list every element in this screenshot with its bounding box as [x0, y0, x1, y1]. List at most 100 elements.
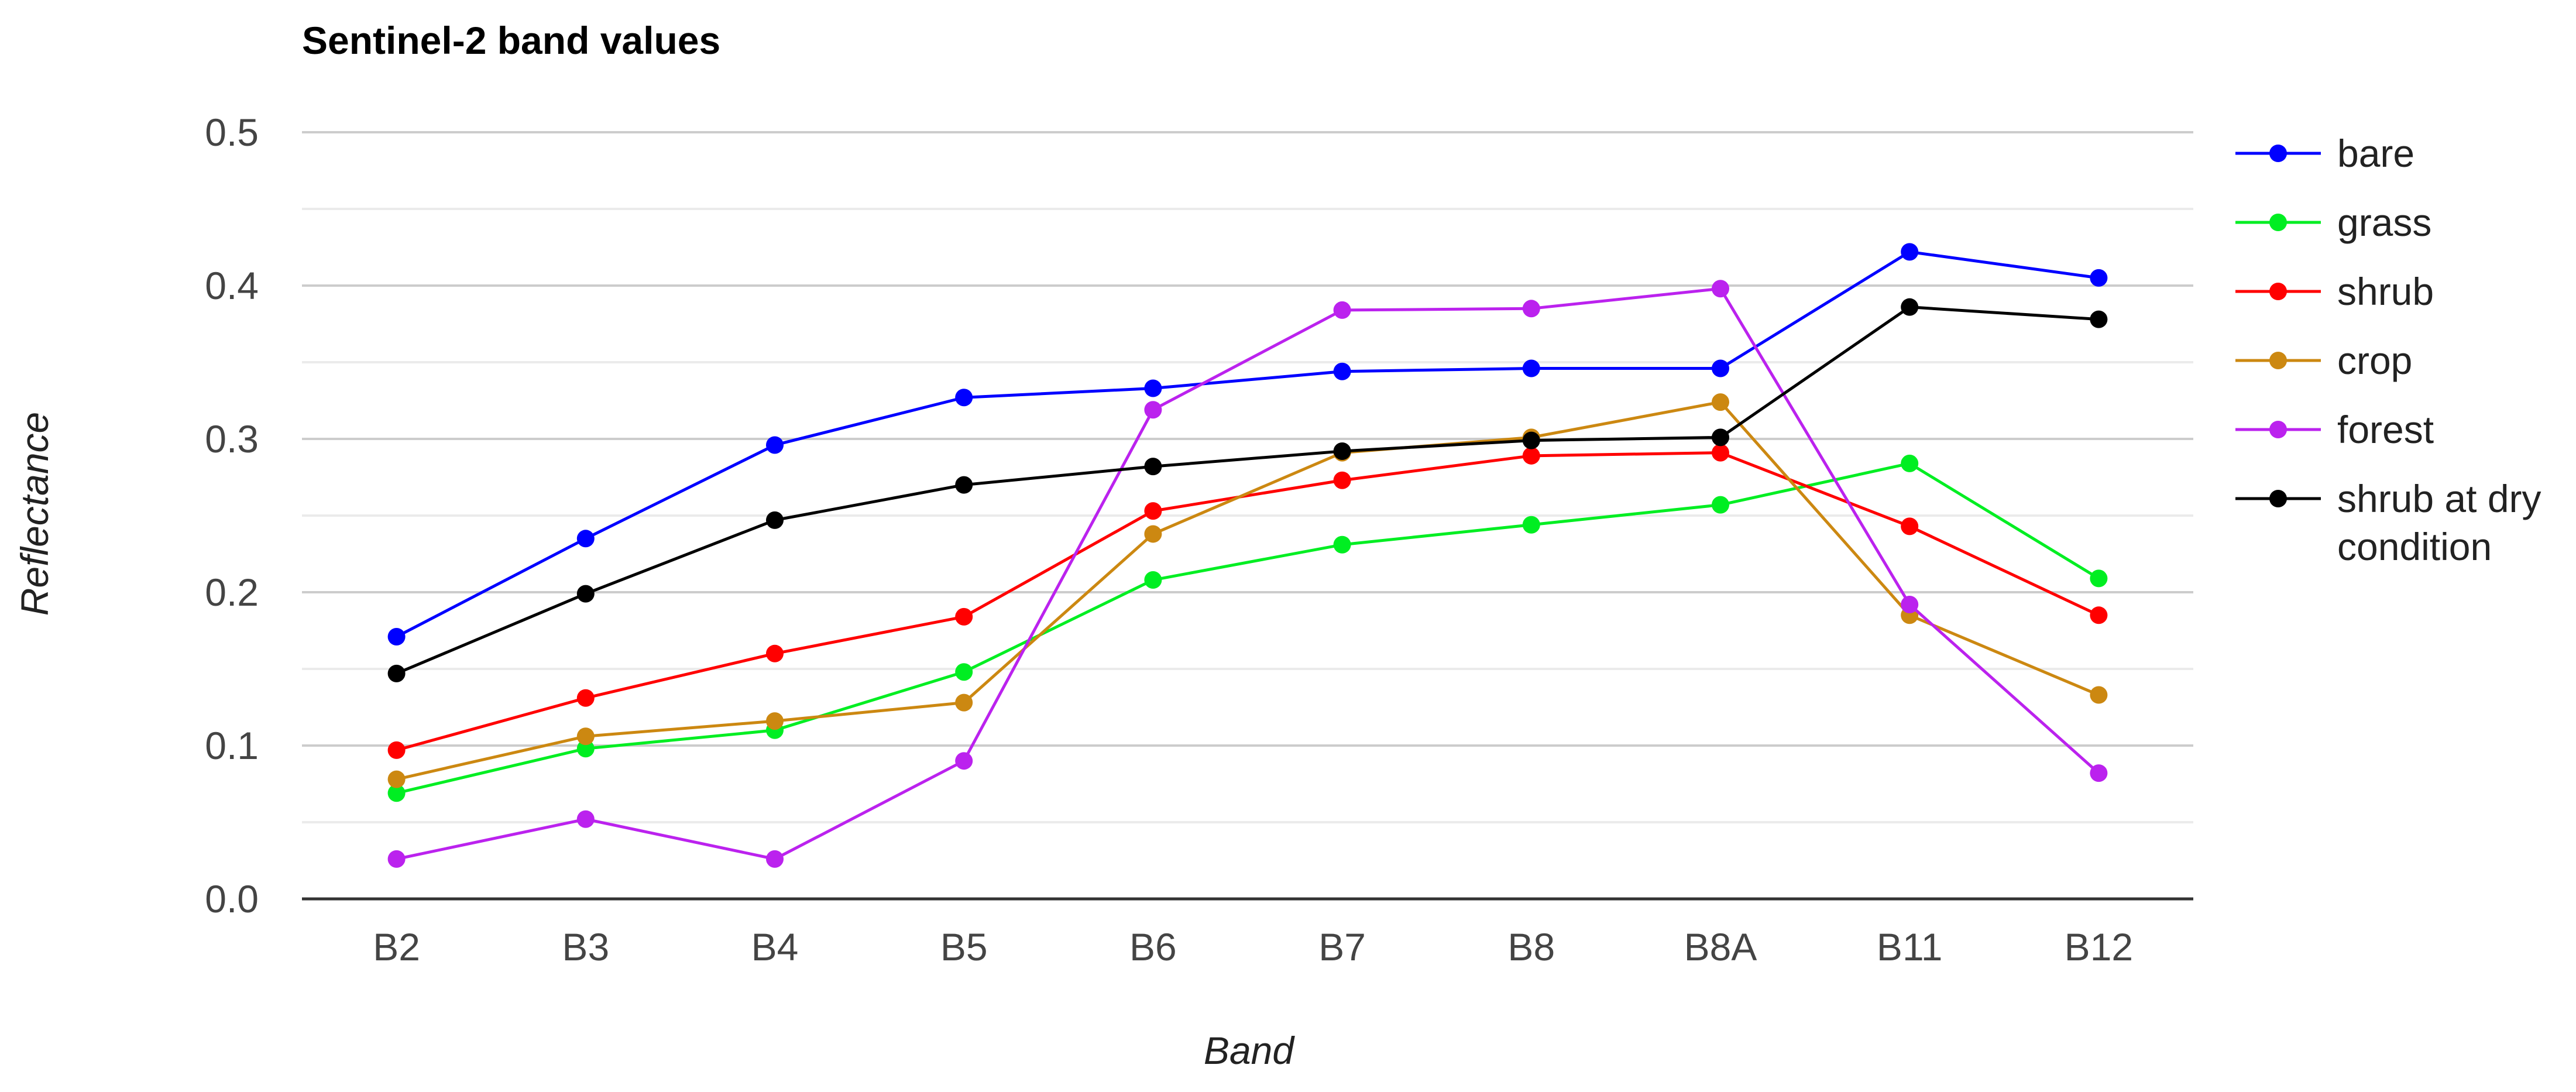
data-point — [1333, 471, 1351, 489]
data-point — [2090, 606, 2108, 624]
data-point — [2090, 569, 2108, 588]
legend-label: shrub at dry condition — [2337, 477, 2541, 568]
data-point — [576, 727, 595, 746]
data-point — [1901, 595, 1919, 613]
series-line — [396, 250, 2099, 638]
legend-item: bare — [2235, 132, 2414, 175]
data-point — [1712, 359, 1729, 377]
data-point — [1712, 280, 1729, 298]
x-tick-label: B2 — [373, 925, 420, 969]
data-point — [387, 770, 406, 788]
legend-item: shrub at dry condition — [2235, 477, 2541, 568]
x-tick-label: B6 — [1129, 925, 1177, 969]
data-point — [387, 627, 406, 645]
series-line — [396, 462, 2100, 795]
series-grass — [387, 454, 2108, 802]
x-tick-label: B8 — [1507, 925, 1555, 969]
y-axis-title: Reflectance — [13, 412, 56, 616]
series-line — [396, 287, 2100, 861]
x-tick-label: B12 — [2065, 925, 2133, 969]
y-tick-label: 0.5 — [205, 111, 259, 154]
data-point — [387, 850, 406, 868]
legend-label: grass — [2337, 201, 2431, 244]
data-point — [955, 389, 973, 407]
y-tick-label: 0.0 — [205, 877, 259, 921]
legend-item: crop — [2235, 339, 2412, 382]
series-group — [387, 243, 2108, 868]
data-point — [387, 784, 406, 802]
data-point — [1522, 359, 1540, 377]
data-point — [1144, 401, 1162, 419]
data-point — [955, 476, 973, 494]
data-point — [766, 511, 784, 529]
data-point — [1333, 442, 1351, 460]
data-point — [1522, 516, 1540, 534]
data-point — [576, 810, 595, 828]
legend-label: bare — [2337, 132, 2414, 175]
data-point — [1144, 571, 1162, 589]
data-point — [955, 607, 973, 626]
data-point — [1901, 243, 1919, 261]
data-point — [955, 752, 973, 770]
data-point — [1144, 525, 1162, 543]
data-point — [1522, 431, 1540, 449]
data-point — [766, 712, 784, 730]
series-line — [396, 451, 2100, 752]
data-point — [1712, 428, 1729, 447]
data-point — [1522, 300, 1540, 318]
chart-title: Sentinel-2 band values — [302, 19, 720, 62]
data-point — [766, 436, 784, 454]
series-forest — [387, 280, 2108, 868]
data-point — [1901, 298, 1919, 316]
gridlines — [302, 131, 2193, 823]
data-point — [1144, 379, 1162, 397]
data-point — [576, 740, 595, 758]
data-point — [1144, 502, 1162, 520]
data-point — [1901, 517, 1919, 535]
data-point — [955, 693, 973, 712]
x-tick-label: B5 — [940, 925, 988, 969]
data-point — [2090, 764, 2108, 782]
legend-item: shrub — [2235, 270, 2434, 313]
x-axis-ticks: B2 B3 B4 B5 B6 B7 B8 B8A B11 B12 — [373, 925, 2133, 969]
data-point — [576, 689, 595, 707]
data-point — [1712, 444, 1729, 462]
data-point — [1712, 496, 1729, 514]
x-tick-label: B8A — [1684, 925, 1757, 969]
data-point — [1901, 454, 1919, 472]
legend-marker — [2269, 214, 2287, 231]
y-axis-ticks: 0.0 0.1 0.2 0.3 0.4 0.5 — [205, 111, 259, 921]
x-tick-label: B4 — [751, 925, 799, 969]
y-tick-label: 0.3 — [205, 417, 259, 461]
legend-marker — [2269, 352, 2287, 369]
data-point — [955, 663, 973, 681]
x-tick-label: B11 — [1877, 925, 1943, 969]
data-point — [2090, 269, 2108, 287]
y-tick-label: 0.2 — [205, 571, 259, 614]
data-point — [766, 644, 784, 662]
legend-marker — [2269, 145, 2287, 162]
legend: bare grass shrub crop forest shrub at dry cond… — [2235, 132, 2541, 568]
series-shrub — [387, 444, 2108, 759]
x-tick-label: B3 — [562, 925, 609, 969]
data-point — [576, 530, 595, 548]
legend-marker — [2269, 490, 2287, 507]
legend-label: crop — [2337, 339, 2412, 382]
series-shrub-at-dry-condition — [387, 298, 2108, 682]
data-point — [1712, 393, 1729, 411]
legend-label: shrub — [2337, 270, 2434, 313]
legend-marker — [2269, 421, 2287, 438]
series-line — [396, 400, 2100, 781]
x-axis-title: Band — [1204, 1029, 1295, 1072]
y-tick-label: 0.4 — [205, 264, 259, 307]
data-point — [576, 585, 595, 603]
data-point — [1333, 535, 1351, 554]
series-line — [396, 305, 2099, 675]
data-point — [1333, 301, 1351, 319]
x-tick-label: B7 — [1318, 925, 1366, 969]
data-point — [1522, 447, 1540, 465]
data-point — [766, 850, 784, 868]
legend-label: forest — [2337, 408, 2434, 451]
series-bare — [387, 243, 2108, 645]
